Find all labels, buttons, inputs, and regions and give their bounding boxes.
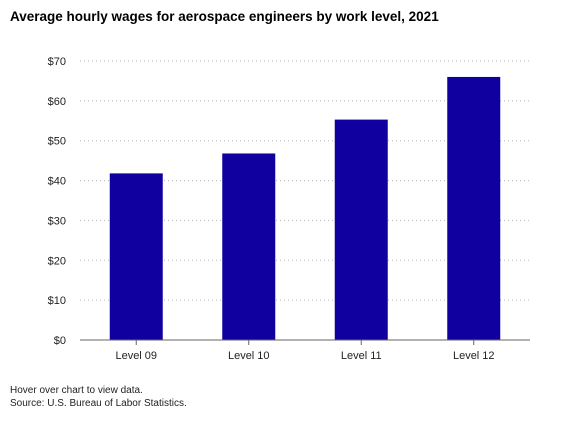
y-tick-label: $20 [48, 255, 66, 267]
bar-level-12[interactable] [447, 76, 501, 340]
y-tick-label: $30 [48, 215, 66, 227]
x-tick-label: Level 10 [228, 350, 270, 362]
x-tick-label: Level 09 [115, 350, 157, 362]
source-note: Source: U.S. Bureau of Labor Statistics. [10, 398, 187, 409]
y-tick-label: $0 [54, 335, 66, 347]
y-tick-label: $60 [48, 96, 66, 108]
x-tick-label: Level 12 [453, 350, 495, 362]
y-tick-label: $70 [48, 56, 66, 68]
hover-note: Hover over chart to view data. [10, 385, 143, 396]
bars[interactable] [109, 76, 501, 340]
y-tick-label: $10 [48, 295, 66, 307]
bar-level-10[interactable] [222, 153, 276, 340]
x-tick-label: Level 11 [341, 350, 382, 362]
y-tick-label: $50 [48, 136, 66, 148]
chart-title: Average hourly wages for aerospace engin… [10, 9, 439, 24]
bar-level-11[interactable] [334, 119, 388, 340]
bar-level-09[interactable] [109, 173, 163, 340]
y-tick-label: $40 [48, 176, 66, 188]
y-axis-ticks: $0 $10 $20 $30 $40 $50 $60 $70 [48, 56, 66, 347]
x-axis-ticks: Level 09 Level 10 Level 11 Level 12 [115, 340, 495, 362]
gridlines [80, 60, 530, 301]
